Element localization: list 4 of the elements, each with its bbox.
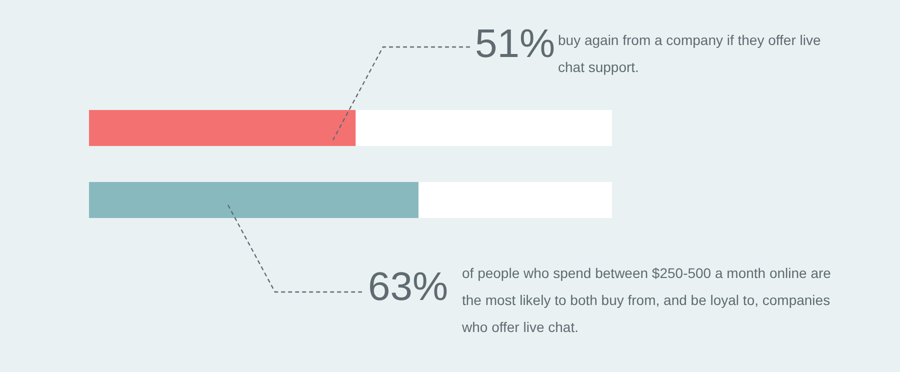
text: of people who spend between $250-500 a month online are the most likely to both buy from, and be loyal to, companies who offer live chat. (461, 265, 832, 335)
text: buy again from a company if they offer live chat support. (558, 32, 821, 75)
data-label: 63% (368, 265, 448, 309)
data-label: 51% (475, 22, 556, 66)
